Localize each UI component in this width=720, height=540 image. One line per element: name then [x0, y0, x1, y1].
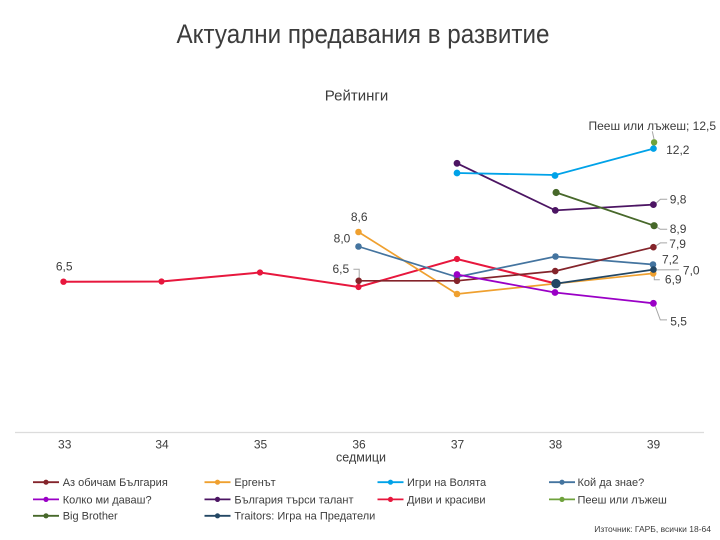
svg-text:Рейтинги: Рейтинги — [325, 88, 388, 105]
svg-text:Кой да знае?: Кой да знае? — [578, 477, 645, 489]
svg-text:36: 36 — [352, 438, 366, 452]
svg-text:Актуални предавания в развитие: Актуални предавания в развитие — [177, 19, 550, 49]
svg-text:Колко ми даваш?: Колко ми даваш? — [63, 494, 152, 506]
svg-text:39: 39 — [647, 438, 661, 452]
svg-text:7,9: 7,9 — [669, 237, 686, 251]
svg-text:Ергенът: Ергенът — [234, 477, 275, 489]
svg-text:5,5: 5,5 — [670, 314, 687, 328]
svg-text:35: 35 — [254, 438, 268, 452]
svg-text:12,2: 12,2 — [666, 143, 690, 157]
svg-text:6,9: 6,9 — [665, 273, 682, 287]
svg-text:Диви и красиви: Диви и красиви — [407, 494, 486, 506]
svg-text:33: 33 — [58, 438, 72, 452]
svg-text:6,5: 6,5 — [56, 260, 73, 274]
svg-text:Traitors: Игра на Предатели: Traitors: Игра на Предатели — [234, 511, 375, 523]
svg-text:7,2: 7,2 — [662, 253, 679, 267]
svg-text:Пееш или лъжеш; 12,5: Пееш или лъжеш; 12,5 — [589, 119, 717, 133]
svg-text:8,6: 8,6 — [351, 210, 368, 224]
svg-text:7,0: 7,0 — [683, 263, 700, 277]
svg-text:9,8: 9,8 — [670, 193, 687, 207]
svg-text:Big Brother: Big Brother — [63, 511, 118, 523]
svg-text:38: 38 — [549, 438, 563, 452]
svg-text:34: 34 — [155, 438, 169, 452]
svg-text:8,9: 8,9 — [670, 222, 687, 236]
svg-text:Аз обичам България: Аз обичам България — [63, 477, 168, 489]
svg-text:8,0: 8,0 — [334, 232, 351, 246]
svg-text:Пееш или лъжеш: Пееш или лъжеш — [578, 494, 668, 506]
svg-text:България търси талант: България търси талант — [234, 494, 353, 506]
svg-text:седмици: седмици — [336, 451, 386, 465]
svg-text:Игри на Волята: Игри на Волята — [407, 477, 487, 489]
svg-text:Източник: ГАРБ, всички 18-64: Източник: ГАРБ, всички 18-64 — [594, 524, 711, 534]
svg-text:37: 37 — [451, 438, 465, 452]
svg-text:6,5: 6,5 — [332, 262, 349, 276]
